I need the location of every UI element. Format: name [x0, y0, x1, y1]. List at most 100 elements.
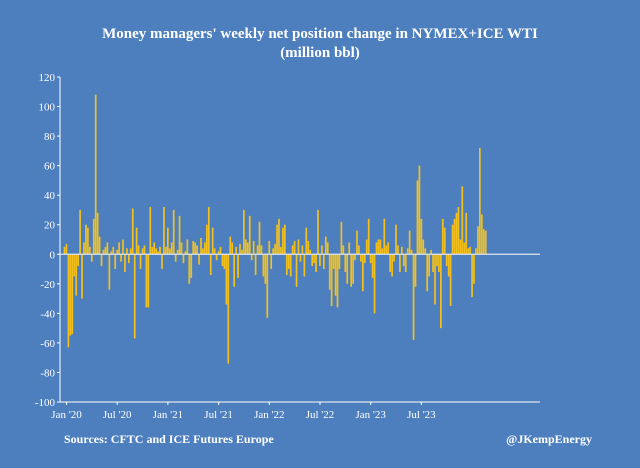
bar — [317, 209, 319, 255]
bar — [338, 254, 341, 270]
x-tick-label: Jul '22 — [306, 409, 335, 421]
y-tick-label: 100 — [39, 102, 56, 114]
y-tick-label: 20 — [44, 220, 56, 232]
bar — [469, 246, 471, 255]
bar — [420, 218, 423, 255]
bar — [118, 242, 120, 255]
bar — [145, 254, 148, 308]
bar — [440, 254, 442, 329]
bar — [137, 245, 140, 255]
bar — [282, 227, 284, 255]
bar — [434, 254, 436, 305]
bar — [354, 254, 356, 261]
bar — [348, 242, 351, 255]
bar — [379, 239, 382, 255]
bar — [280, 246, 282, 255]
bar — [284, 224, 286, 255]
bar — [278, 218, 280, 255]
bar — [254, 254, 257, 275]
bar — [326, 242, 329, 255]
bar — [237, 254, 239, 278]
bar — [243, 209, 245, 255]
bar — [83, 242, 85, 255]
bar — [262, 254, 265, 277]
bar — [194, 242, 196, 255]
bar — [241, 249, 243, 255]
bar — [252, 240, 255, 255]
bar — [141, 248, 144, 255]
bar — [71, 254, 74, 335]
bar — [426, 254, 429, 292]
bar — [350, 254, 352, 287]
bar — [159, 246, 161, 255]
bar — [248, 215, 251, 255]
x-tick-label: Jan '20 — [51, 409, 82, 421]
bar — [90, 254, 93, 262]
bar — [402, 254, 405, 267]
bar — [67, 254, 70, 348]
bar — [438, 254, 440, 272]
bar — [291, 245, 294, 255]
bar — [477, 226, 479, 255]
bar — [157, 251, 159, 255]
bar — [211, 227, 214, 255]
bar — [377, 239, 380, 255]
bar — [79, 209, 81, 255]
bar — [289, 254, 292, 277]
bar — [385, 245, 388, 255]
bar — [473, 254, 475, 284]
bars-group — [63, 94, 487, 364]
bar — [299, 254, 302, 262]
bar — [106, 242, 109, 255]
bar — [110, 251, 113, 255]
bar — [223, 254, 226, 270]
y-tick-label: 120 — [39, 72, 56, 84]
bar — [163, 207, 165, 255]
bar — [334, 254, 337, 296]
bar — [192, 240, 195, 255]
x-tick-label: Jan '21 — [153, 409, 183, 421]
bar — [457, 207, 460, 255]
bar — [89, 246, 91, 255]
bar — [246, 242, 249, 255]
y-tick-label: 60 — [44, 161, 56, 173]
y-tick-label: -40 — [40, 308, 55, 320]
bar — [479, 147, 481, 255]
x-tick-label: Jan '23 — [355, 409, 386, 421]
y-tick-label: -20 — [40, 279, 55, 291]
bar — [172, 209, 175, 255]
bar — [104, 246, 107, 255]
bar — [387, 242, 390, 255]
bar — [128, 254, 130, 264]
y-tick-label: 40 — [44, 190, 56, 202]
bar — [397, 245, 399, 255]
bar — [358, 245, 360, 255]
x-tick-label: Jan '22 — [254, 409, 284, 421]
bar — [266, 254, 269, 318]
bar — [264, 254, 267, 284]
bar — [285, 254, 288, 275]
bar — [92, 218, 95, 255]
bar — [167, 227, 169, 255]
bar — [365, 239, 368, 255]
bar — [161, 254, 163, 270]
bar — [235, 246, 237, 255]
bar — [369, 254, 372, 264]
bar — [272, 248, 274, 255]
bar — [471, 254, 473, 298]
bar — [200, 238, 202, 255]
bar — [381, 248, 384, 255]
bar — [375, 242, 378, 255]
bar — [85, 224, 87, 255]
bar — [229, 236, 232, 255]
bar — [87, 227, 89, 255]
bar — [274, 243, 276, 255]
bar — [168, 248, 171, 255]
x-tick-label: Jul '23 — [407, 409, 436, 421]
chart-title: Money managers' weekly net position chan… — [102, 26, 538, 42]
bar — [319, 254, 321, 267]
bar — [188, 254, 191, 284]
bar — [287, 254, 290, 270]
